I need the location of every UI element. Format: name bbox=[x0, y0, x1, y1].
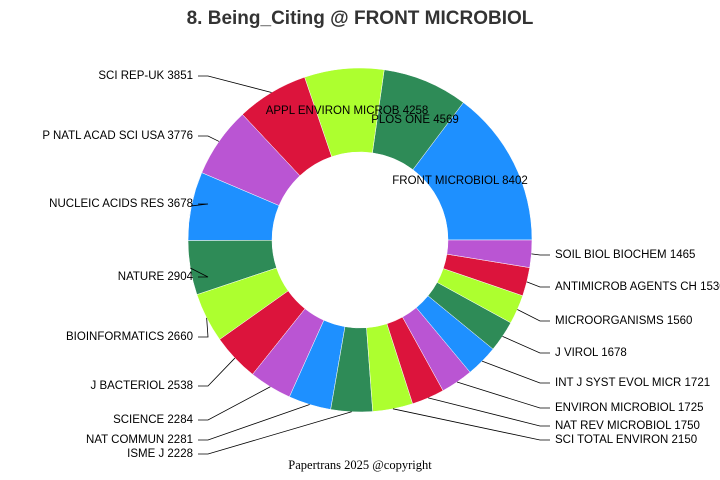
leader-line bbox=[456, 381, 550, 409]
slice-value: 3851 bbox=[167, 70, 193, 82]
leader-line bbox=[198, 75, 272, 93]
leader-line bbox=[198, 386, 271, 421]
slice-value: 2281 bbox=[167, 434, 193, 446]
slice-name: ISME J bbox=[127, 448, 164, 460]
slice-label: NAT COMMUN 2281 bbox=[86, 434, 193, 446]
slice-name: PLOS ONE bbox=[371, 114, 430, 126]
slice-name: J VIROL bbox=[555, 347, 599, 359]
slice-value: 1750 bbox=[674, 420, 700, 432]
leader-line bbox=[526, 281, 550, 288]
slice-label: FRONT MICROBIOL 8402 bbox=[392, 175, 528, 187]
slice-name: MICROORGANISMS bbox=[555, 315, 664, 327]
slice-label: NATURE 2904 bbox=[118, 271, 194, 283]
slice-value: 2660 bbox=[167, 331, 193, 343]
slice-label: BIOINFORMATICS 2660 bbox=[66, 331, 193, 343]
leader-line bbox=[191, 203, 209, 207]
chart-title: 8. Being_Citing @ FRONT MICROBIOL bbox=[187, 8, 534, 29]
footer: Papertrans 2025 @copyright bbox=[288, 458, 432, 472]
leader-line bbox=[198, 317, 209, 338]
slice-name: FRONT MICROBIOL bbox=[392, 175, 500, 187]
slice-value: 1721 bbox=[685, 377, 711, 389]
slice-value: 2284 bbox=[167, 414, 193, 426]
slice-value: 3776 bbox=[167, 130, 193, 142]
leader-line bbox=[198, 411, 352, 455]
slice-value: 2904 bbox=[167, 271, 193, 283]
slice-name: SCIENCE bbox=[113, 414, 164, 426]
slice-label: SCI TOTAL ENVIRON 2150 bbox=[555, 434, 697, 446]
leader-line bbox=[392, 408, 550, 441]
slice-name: SCI REP-UK bbox=[98, 70, 164, 82]
slice-value: 8402 bbox=[502, 175, 528, 187]
slice-value: 4258 bbox=[403, 105, 429, 117]
slice-value: 1530 bbox=[700, 281, 720, 293]
slice-label: MICROORGANISMS 1560 bbox=[555, 315, 692, 327]
slice-label: ISME J 2228 bbox=[127, 448, 193, 460]
slice-label: SCI REP-UK 3851 bbox=[98, 70, 193, 82]
slice-value: 1560 bbox=[667, 315, 693, 327]
slice-name: P NATL ACAD SCI USA bbox=[42, 130, 165, 142]
slice-name: SCI TOTAL ENVIRON bbox=[555, 434, 668, 446]
slice-label: J VIROL 1678 bbox=[555, 347, 627, 359]
slice-value: 1678 bbox=[601, 347, 627, 359]
slice-value: 1465 bbox=[670, 249, 696, 261]
slice-label: NUCLEIC ACIDS RES 3678 bbox=[49, 198, 193, 210]
slice-name: NAT REV MICROBIOL bbox=[555, 420, 672, 432]
slice-label: ENVIRON MICROBIOL 1725 bbox=[555, 402, 704, 414]
slice-label: NAT REV MICROBIOL 1750 bbox=[555, 420, 700, 432]
leader-line bbox=[198, 357, 236, 387]
leader-line bbox=[198, 404, 310, 441]
slice-label: P NATL ACAD SCI USA 3776 bbox=[42, 130, 193, 142]
slice-value: 3678 bbox=[167, 198, 193, 210]
slice-value: 2538 bbox=[167, 380, 193, 392]
leader-line bbox=[531, 253, 550, 256]
slice-name: ANTIMICROB AGENTS CH bbox=[555, 281, 697, 293]
slice-value: 1725 bbox=[678, 402, 704, 414]
leader-line bbox=[198, 135, 220, 142]
slice-name: NATURE bbox=[118, 271, 165, 283]
slice-name: NUCLEIC ACIDS RES bbox=[49, 198, 164, 210]
slice-label: APPL ENVIRON MICROB 4258 bbox=[266, 105, 429, 117]
slice-name: APPL ENVIRON MICROB bbox=[266, 105, 400, 117]
leader-line bbox=[502, 335, 550, 354]
slice-label: SOIL BIOL BIOCHEM 1465 bbox=[555, 249, 695, 261]
leader-line bbox=[190, 267, 209, 278]
slice-name: SOIL BIOL BIOCHEM bbox=[555, 249, 667, 261]
slice-value: 2150 bbox=[672, 434, 698, 446]
slice-name: J BACTERIOL bbox=[91, 380, 166, 392]
slice-label: SCIENCE 2284 bbox=[113, 414, 194, 426]
slice-label: ANTIMICROB AGENTS CH 1530 bbox=[555, 281, 720, 293]
leader-line bbox=[517, 309, 550, 322]
slice-name: NAT COMMUN bbox=[86, 434, 164, 446]
donut-slice bbox=[446, 239, 533, 268]
leader-line bbox=[428, 397, 550, 427]
slice-name: INT J SYST EVOL MICR bbox=[555, 377, 681, 389]
slice-label: PLOS ONE 4569 bbox=[371, 114, 459, 126]
leader-line bbox=[481, 360, 550, 384]
slice-name: ENVIRON MICROBIOL bbox=[555, 402, 676, 414]
slice-label: J BACTERIOL 2538 bbox=[91, 380, 194, 392]
slice-name: BIOINFORMATICS bbox=[66, 331, 165, 343]
slice-label: INT J SYST EVOL MICR 1721 bbox=[555, 377, 710, 389]
slice-value: 4569 bbox=[433, 114, 459, 126]
slice-value: 2228 bbox=[167, 448, 193, 460]
